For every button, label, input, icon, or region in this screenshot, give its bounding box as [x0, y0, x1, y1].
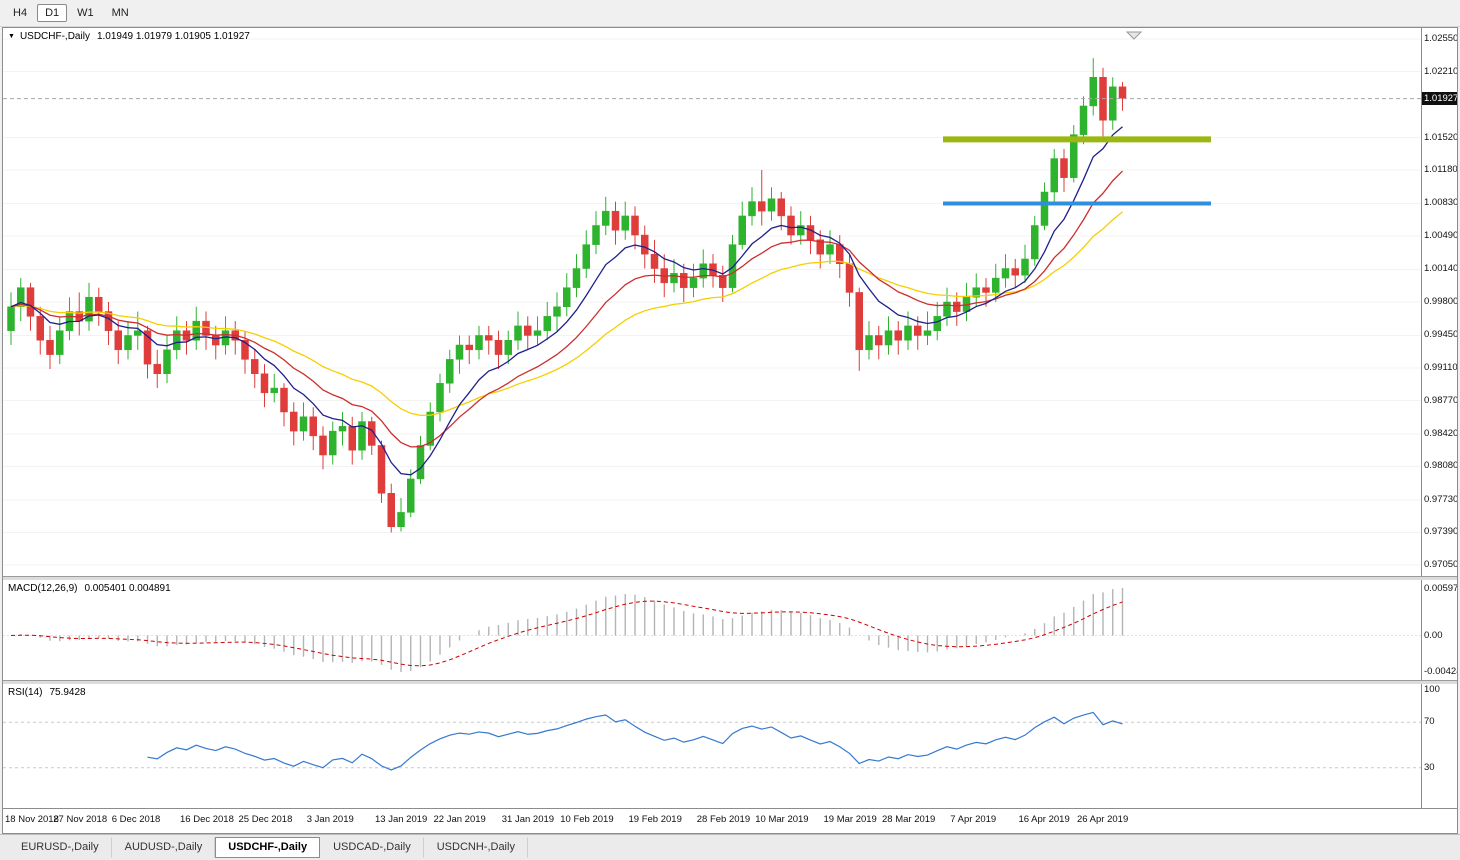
price-chart-canvas[interactable]: [3, 28, 1421, 576]
macd-axis[interactable]: 0.00597 0.00 -0.00424: [1421, 580, 1457, 680]
price-scale-label: 1.00490: [1424, 230, 1457, 241]
macd-scale-label: -0.00424: [1424, 666, 1457, 677]
macd-header: MACD(12,26,9) 0.005401 0.004891: [8, 583, 171, 594]
macd-indicator-pane[interactable]: MACD(12,26,9) 0.005401 0.004891: [3, 580, 1421, 680]
date-axis-label: 18 Nov 2018: [5, 814, 59, 825]
price-scale-label: 0.98080: [1424, 460, 1457, 472]
timeframe-button-h4[interactable]: H4: [13, 7, 28, 19]
date-axis-label: 10 Feb 2019: [560, 814, 614, 825]
rsi-pane-splitter[interactable]: [3, 680, 1457, 684]
date-axis-label: 22 Jan 2019: [433, 814, 486, 825]
current-price-badge: 1.01927: [1422, 91, 1457, 105]
chart-tab-audusd[interactable]: AUDUSD-,Daily: [112, 837, 216, 858]
price-scale-label: 1.02210: [1424, 65, 1457, 77]
price-axis[interactable]: 1.02550 1.02210 1.01520 1.01180 1.00830 1.004…: [1421, 28, 1457, 576]
timeframe-button-w1[interactable]: W1: [77, 7, 94, 19]
macd-title: MACD(12,26,9): [8, 583, 78, 594]
rsi-header: RSI(14) 75.9428: [8, 687, 86, 698]
rsi-scale-label: 30: [1424, 761, 1435, 773]
price-scale-label: 0.99110: [1424, 361, 1457, 373]
price-scale-label: 1.01520: [1424, 131, 1457, 143]
moving-average-line: [10, 126, 1123, 476]
date-axis-label: 16 Dec 2018: [180, 814, 234, 825]
rsi-line: [147, 711, 1123, 771]
rsi-indicator-canvas[interactable]: [3, 684, 1421, 808]
chart-tab-eurusd[interactable]: EURUSD-,Daily: [8, 837, 112, 858]
price-scale-label: 1.00140: [1424, 263, 1457, 275]
rsi-indicator-pane[interactable]: RSI(14) 75.9428: [3, 684, 1421, 808]
macd-pane-splitter[interactable]: [3, 576, 1457, 580]
date-axis-label: 7 Apr 2019: [950, 814, 997, 825]
date-axis-label: 3 Jan 2019: [306, 814, 354, 825]
price-scale-label: 0.97730: [1424, 493, 1457, 505]
chart-window: ▼ USDCHF-,Daily 1.01949 1.01979 1.01905 …: [2, 27, 1458, 834]
macd-scale-label: 0.00: [1424, 629, 1443, 641]
chart-shift-marker-icon: [1125, 31, 1143, 40]
macd-values: 0.005401 0.004891: [84, 583, 171, 594]
moving-average-line: [10, 211, 1123, 417]
chart-tab-usdcad[interactable]: USDCAD-,Daily: [320, 837, 424, 858]
date-axis-label: 25 Dec 2018: [238, 814, 293, 825]
chart-ohlc-values: 1.01949 1.01979 1.01905 1.01927: [96, 31, 250, 42]
price-chart-pane[interactable]: ▼ USDCHF-,Daily 1.01949 1.01979 1.01905 …: [3, 28, 1421, 576]
date-axis-label: 26 Apr 2019: [1077, 814, 1129, 825]
price-scale-label: 1.00830: [1424, 197, 1457, 209]
moving-average-line: [10, 170, 1123, 448]
date-axis-label: 16 Apr 2019: [1018, 814, 1070, 825]
chart-tab-usdcnh[interactable]: USDCNH-,Daily: [424, 837, 528, 858]
price-scale-label: 0.99800: [1424, 295, 1457, 307]
price-scale-label: 1.01180: [1424, 164, 1457, 176]
price-scale-label: 1.02550: [1424, 32, 1457, 44]
price-scale-label: 0.98420: [1424, 427, 1457, 439]
date-axis-label: 28 Feb 2019: [696, 814, 751, 825]
date-axis-label: 28 Mar 2019: [882, 814, 936, 825]
date-axis-label: 6 Dec 2018: [111, 814, 161, 825]
date-axis-label: 13 Jan 2019: [375, 814, 428, 825]
price-scale-label: 0.99450: [1424, 329, 1457, 341]
rsi-title: RSI(14): [8, 687, 43, 698]
macd-scale-label: 0.00597: [1424, 583, 1457, 594]
date-axis-label: 19 Mar 2019: [823, 814, 877, 825]
timeframe-button-mn[interactable]: MN: [111, 7, 129, 19]
candles-group: [7, 58, 1127, 533]
price-scale-label: 0.98770: [1424, 394, 1457, 406]
date-axis-label: 31 Jan 2019: [501, 814, 555, 825]
rsi-value: 75.9428: [49, 687, 86, 698]
timeframe-button-d1[interactable]: D1: [37, 4, 68, 22]
price-scale-label: 0.97050: [1424, 558, 1457, 570]
timeframe-toolbar: H4 D1 W1 MN: [0, 0, 1460, 27]
chart-tab-bar: EURUSD-,Daily AUDUSD-,Daily USDCHF-,Daily U…: [0, 834, 1460, 860]
chart-symbol-label: USDCHF-,Daily: [19, 31, 90, 42]
symbol-marker-icon: ▼: [8, 33, 15, 40]
chart-tab-usdchf[interactable]: USDCHF-,Daily: [215, 837, 321, 858]
rsi-axis[interactable]: 100 70 30: [1421, 684, 1457, 808]
date-axis-label: 10 Mar 2019: [755, 814, 809, 825]
date-axis[interactable]: 18 Nov 2018 27 Nov 2018 6 Dec 2018 16 Dec 2…: [3, 808, 1457, 833]
macd-signal-line: [10, 600, 1123, 667]
chart-header: ▼ USDCHF-,Daily 1.01949 1.01979 1.01905 …: [8, 31, 250, 42]
date-axis-label: 19 Feb 2019: [628, 814, 682, 825]
rsi-scale-label: 100: [1424, 684, 1440, 695]
price-scale-label: 0.97390: [1424, 526, 1457, 538]
rsi-scale-label: 70: [1424, 716, 1435, 728]
macd-indicator-canvas[interactable]: [3, 580, 1421, 680]
date-axis-label: 27 Nov 2018: [53, 814, 108, 825]
